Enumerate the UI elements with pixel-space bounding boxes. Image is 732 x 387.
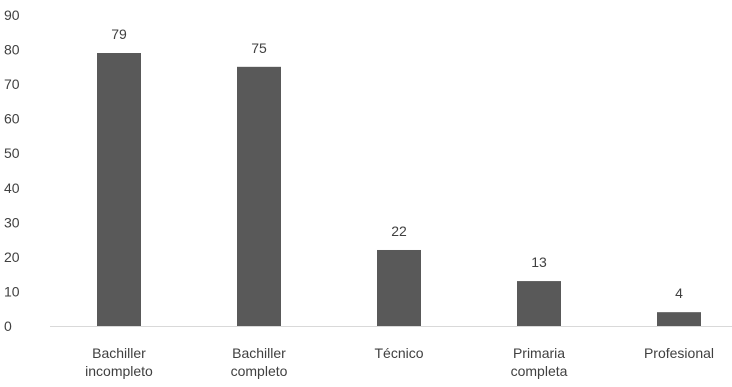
x-tick-label: Técnico [374,345,423,361]
x-tick-label: Primaria completa [511,345,568,379]
bar [657,312,701,326]
data-label: 79 [111,26,127,42]
y-tick-label: 0 [4,318,12,334]
y-tick-label: 90 [4,7,20,23]
y-tick-label: 30 [4,214,20,230]
bar [377,249,421,326]
y-tick-label: 10 [4,283,20,299]
y-tick-label: 70 [4,76,20,92]
bar [237,66,281,326]
y-axis: 0 10 20 30 40 50 60 70 80 90 [4,7,20,334]
data-label: 75 [251,40,267,56]
bar [517,281,561,326]
x-tick-label: Bachiller completo [231,345,288,379]
data-label: 4 [675,285,683,301]
bar [97,53,141,327]
x-axis: Bachiller incompleto Bachiller completo Técn… [85,345,714,379]
data-labels: 79 75 22 13 4 [111,26,683,301]
y-tick-label: 40 [4,180,20,196]
y-tick-label: 50 [4,145,20,161]
y-tick-label: 60 [4,111,20,127]
data-label: 13 [531,254,547,270]
bars [97,53,701,327]
y-tick-label: 80 [4,42,20,58]
y-tick-label: 20 [4,249,20,265]
x-tick-label: Profesional [644,345,714,361]
x-tick-label: Bachiller incompleto [85,345,153,379]
data-label: 22 [391,223,407,239]
